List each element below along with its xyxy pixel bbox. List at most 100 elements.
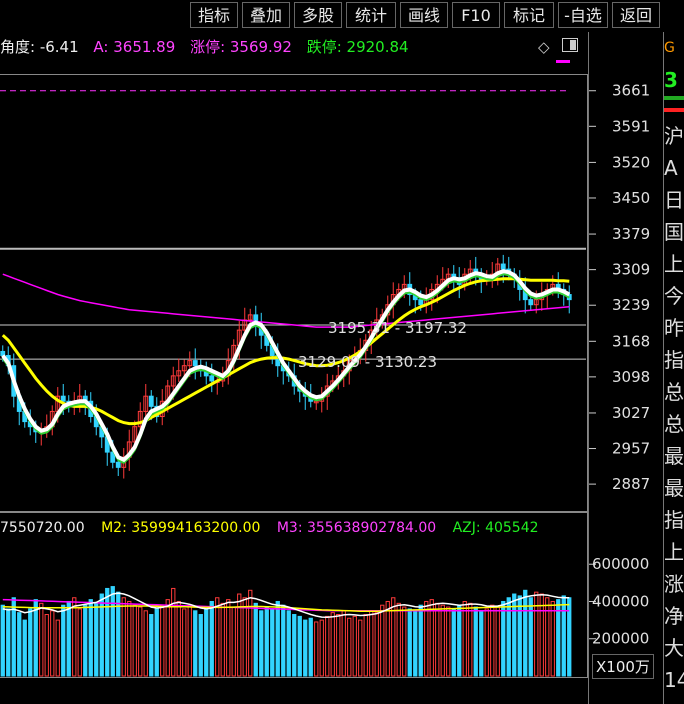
side-separator (663, 32, 664, 704)
candle-body (418, 299, 424, 306)
volume-bar (418, 604, 423, 677)
side-panel-label: 沪 (664, 124, 684, 148)
candle-body (187, 360, 193, 367)
volume-bar (435, 602, 440, 677)
volume-bar (127, 600, 132, 677)
candle-body (176, 370, 182, 377)
volume-bar (363, 614, 368, 677)
candle-body (181, 365, 187, 372)
volume-bar (545, 597, 550, 677)
volume-bar (479, 610, 484, 677)
diamond-icon[interactable]: ◇ (538, 38, 550, 56)
volume-bar (143, 610, 148, 677)
price-tick-label: 3098 (612, 368, 650, 386)
volume-bar (501, 600, 506, 677)
volume-bar (160, 604, 165, 677)
magenta-marker (556, 60, 570, 63)
candle-body (60, 395, 66, 402)
side-panel-label: 净 (664, 604, 684, 628)
volume-bar (396, 602, 401, 677)
volume-bar (110, 586, 115, 677)
volume-bar (99, 593, 104, 677)
volume-bar (116, 591, 121, 677)
volume-bar (61, 604, 66, 677)
candle-body (115, 461, 121, 468)
side-panel: G 3 沪 A 日国上今昨指总总最最指上涨净大 14 (664, 32, 684, 704)
volume-bar (44, 614, 49, 677)
volume-bar (193, 610, 198, 677)
price-tick-label: 3027 (612, 404, 650, 422)
f10-button[interactable]: F10 (452, 2, 500, 28)
volume-bar (72, 597, 77, 677)
statistics-button[interactable]: 统计 (346, 2, 396, 28)
volume-bar (556, 599, 561, 677)
volume-bar (473, 606, 478, 677)
side-panel-label: 总 (664, 412, 684, 436)
mark-button[interactable]: 标记 (504, 2, 554, 28)
price-tick-label: 3520 (612, 153, 650, 171)
volume-tick-label: 400000 (592, 592, 649, 610)
volume-bar (567, 597, 572, 677)
volume-bar (171, 587, 176, 677)
volume-bar (11, 597, 16, 677)
candle-body (148, 395, 154, 407)
volume-bar (347, 617, 352, 677)
overlay-button[interactable]: 叠加 (242, 2, 290, 28)
side-panel-label: 日 (664, 188, 684, 212)
volume-bar (187, 604, 192, 677)
candle-body (192, 360, 198, 367)
price-tick-label: 3239 (612, 296, 650, 314)
volume-bar (424, 600, 429, 677)
ma-long-line (2, 273, 570, 328)
volume-bar (149, 614, 154, 677)
vol-m3-value: M3: 355638902784.00 (276, 520, 437, 536)
back-button[interactable]: 返回 (612, 2, 660, 28)
multi-stock-button[interactable]: 多股 (294, 2, 342, 28)
volume-bar (308, 617, 313, 677)
volume-bar (259, 610, 264, 677)
volume-bar (220, 602, 225, 677)
volume-bar (512, 593, 517, 677)
side-panel-label: 最 (664, 476, 684, 500)
window-toggle-icon[interactable] (562, 38, 578, 52)
volume-bar (286, 610, 291, 677)
volume-bar (215, 597, 220, 677)
price-tick-label: 2887 (612, 475, 650, 493)
candle-body (247, 314, 253, 321)
side-panel-label: 上 (664, 540, 684, 564)
volume-bar (413, 610, 418, 677)
volume-bar (275, 600, 280, 677)
side-panel-label: 14 (664, 668, 684, 692)
volume-bar (209, 600, 214, 677)
volume-bar (22, 619, 27, 677)
vol-azj-value: AZJ: 405542 (452, 520, 539, 536)
volume-bar (264, 606, 269, 677)
volume-bar (402, 606, 407, 677)
volume-bar (358, 619, 363, 677)
axis-separator (588, 32, 589, 704)
candle-body (0, 350, 6, 357)
remove-watchlist-button[interactable]: -自选 (558, 2, 608, 28)
volume-bar (523, 589, 528, 677)
volume-bar (204, 608, 209, 677)
volume-tick-label: 200000 (592, 630, 649, 648)
volume-bar (28, 608, 33, 677)
volume-bar (457, 604, 462, 677)
volume-bar (528, 597, 533, 677)
toolbar: 指标 叠加 多股 统计 画线 F10 标记 -自选 返回 (0, 0, 684, 32)
indicator-button[interactable]: 指标 (190, 2, 238, 28)
ma-mid-line (1, 277, 570, 426)
draw-line-button[interactable]: 画线 (400, 2, 448, 28)
angle-value: 角度: -6.41 (0, 38, 79, 56)
volume-bar (341, 610, 346, 677)
side-panel-label (664, 96, 684, 108)
volume-bar (50, 610, 55, 677)
volume-bar (550, 600, 555, 677)
volume-bar (226, 599, 231, 677)
volume-bar (297, 615, 302, 677)
volume-bar (88, 599, 93, 677)
side-panel-label: 昨 (664, 316, 684, 340)
volume-bar (176, 600, 181, 677)
volume-bar (242, 597, 247, 677)
side-panel-label: 最 (664, 444, 684, 468)
